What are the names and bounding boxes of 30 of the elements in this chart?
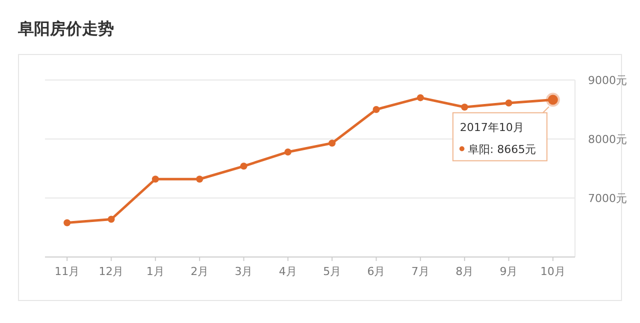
x-tick-label: 3月 xyxy=(234,265,253,278)
x-tick-label: 10月 xyxy=(540,265,566,278)
x-tick-label: 2月 xyxy=(190,265,209,278)
y-tick-label: 9000元 xyxy=(588,74,627,87)
point xyxy=(505,100,512,107)
point xyxy=(240,162,248,170)
point xyxy=(328,140,336,147)
annotation: 阜阳: 8665元 xyxy=(468,142,536,156)
point xyxy=(152,176,159,183)
point xyxy=(416,94,424,102)
point xyxy=(64,219,71,226)
point xyxy=(284,148,292,156)
point xyxy=(461,104,468,111)
x-tick-label: 11月 xyxy=(54,265,80,278)
y-tick-label: 8000元 xyxy=(588,133,627,146)
tooltip: 2017年10月 阜阳: 8665元 xyxy=(452,106,550,162)
x-tick-label: 5月 xyxy=(323,265,342,278)
chart-title: 阜阳房价走势 xyxy=(17,19,114,38)
x-tick-label: 7月 xyxy=(411,265,430,278)
x-tick-label: 1月 xyxy=(146,265,164,278)
point xyxy=(108,216,115,223)
point xyxy=(196,176,204,183)
y-tick-label: 7000元 xyxy=(588,192,627,205)
annotation: 2017年10月 xyxy=(460,120,524,134)
point xyxy=(372,106,380,113)
x-tick-label: 9月 xyxy=(500,265,518,278)
x-tick-label: 6月 xyxy=(367,265,386,278)
x-tick-label: 12月 xyxy=(98,265,124,278)
x-tick-label: 4月 xyxy=(278,265,297,278)
x-tick-label: 8月 xyxy=(456,265,474,278)
